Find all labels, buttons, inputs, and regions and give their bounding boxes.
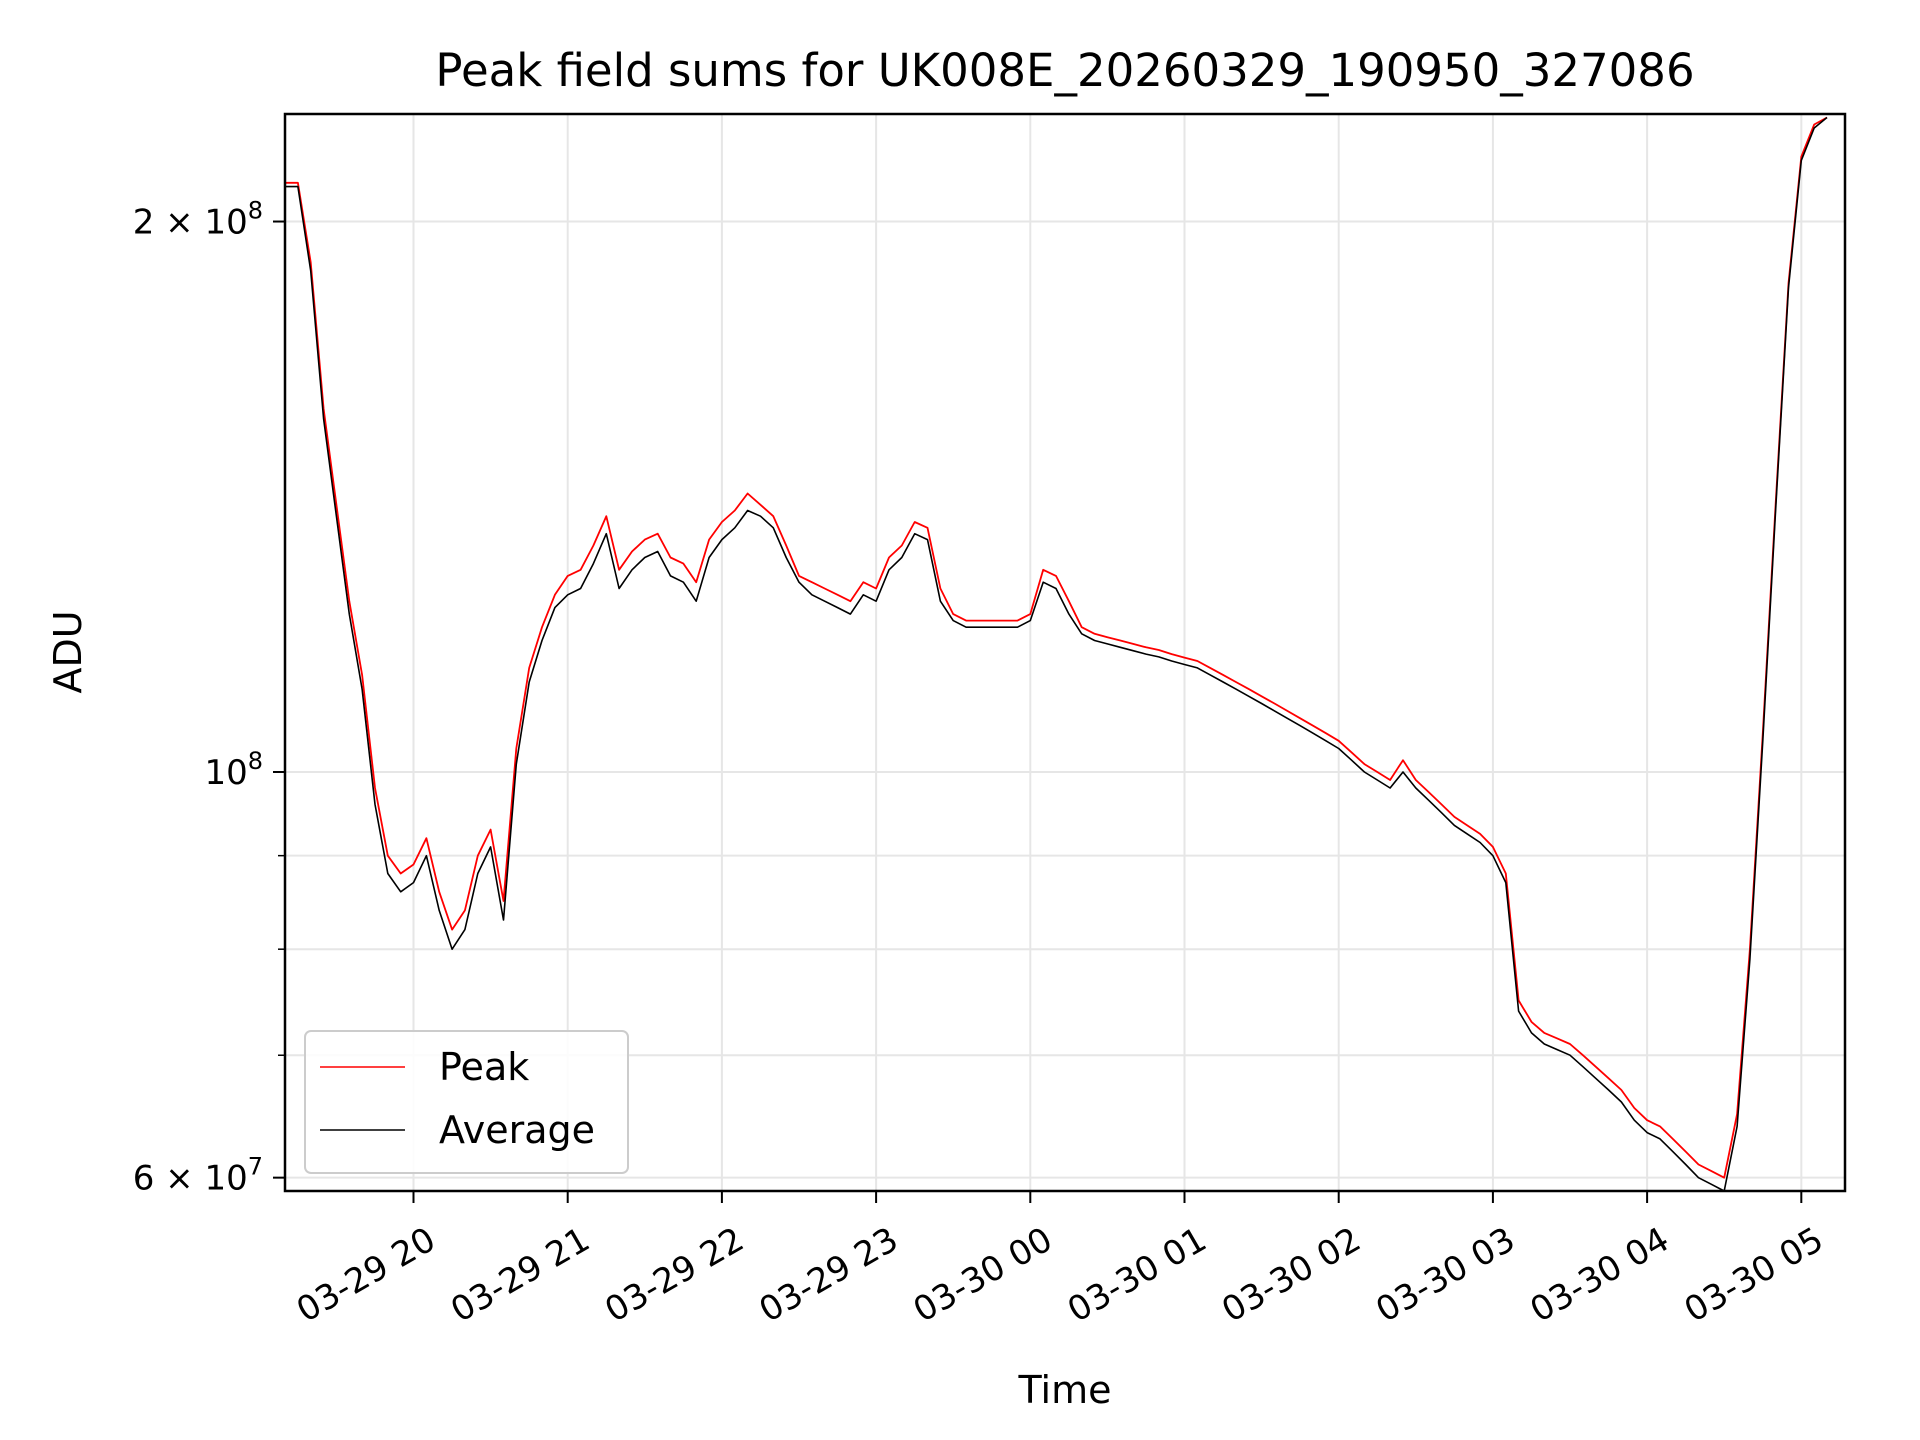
y-axis-label: ADU (46, 610, 90, 693)
series-lines (285, 116, 1828, 1192)
chart-title: Peak field sums for UK008E_20260329_1909… (435, 44, 1694, 97)
y-tick-label-base: 6 × 10 (133, 1159, 248, 1199)
series-line-average (285, 116, 1828, 1192)
y-tick-label-exponent: 7 (248, 1153, 263, 1181)
legend-label-average: Average (439, 1108, 595, 1152)
y-tick-label-base: 10 (204, 753, 247, 793)
x-axis-label: Time (1018, 1368, 1112, 1412)
legend: Peak Average (304, 1030, 629, 1174)
plot-frame (283, 112, 1847, 1193)
y-tick-label: 108 (204, 747, 263, 793)
y-tick-label-base: 2 × 10 (133, 203, 248, 243)
legend-label-peak: Peak (439, 1045, 529, 1089)
y-tick-label: 6 × 107 (133, 1153, 263, 1199)
series-line-peak (285, 116, 1828, 1179)
y-tick-label: 2 × 108 (133, 197, 263, 243)
y-tick-label-exponent: 8 (248, 747, 263, 775)
y-tick-label-exponent: 8 (248, 197, 263, 225)
